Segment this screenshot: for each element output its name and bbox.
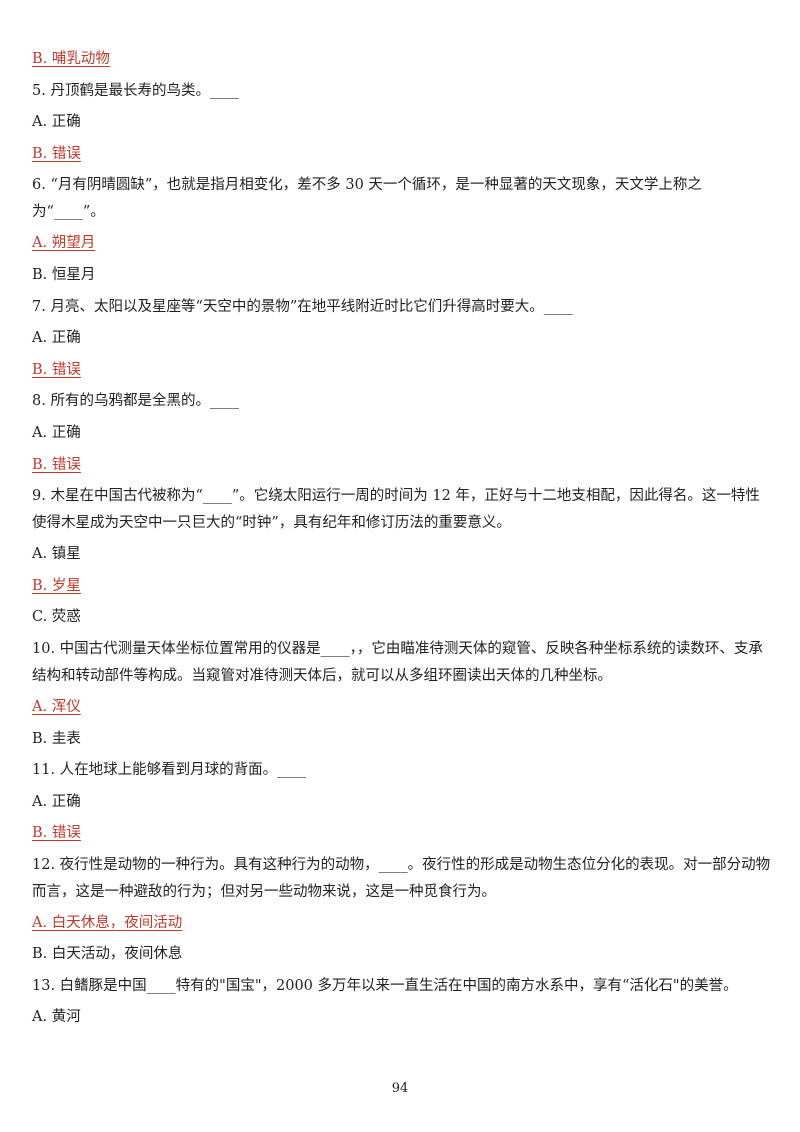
answer-option: A. 正确 (32, 424, 81, 441)
question-text: 13. 白鳍豚是中国____特有的"国宝"，2000 多万年以来一直生活在中国的… (32, 978, 738, 995)
question-text: 5. 丹顶鹤是最长寿的鸟类。____ (32, 82, 239, 99)
question-text: 7. 月亮、太阳以及星座等“天空中的景物”在地平线附近时比它们升得高时要大。__… (32, 298, 573, 315)
question-text: 9. 木星在中国古代被称为“____”。它绕太阳运行一周的时间为 12 年，正好… (32, 488, 760, 532)
question-text: 6. “月有阴晴圆缺”，也就是指月相变化，差不多 30 天一个循环，是一种显著的… (32, 177, 702, 221)
correct-answer-option: B. 错误 (32, 825, 81, 842)
answer-option: A. 正确 (32, 793, 81, 810)
answer-option: A. 正确 (32, 114, 81, 131)
correct-answer-option: A. 白天休息，夜间活动 (32, 914, 183, 931)
answer-option: B. 恒星月 (32, 266, 96, 283)
question-text: 12. 夜行性是动物的一种行为。具有这种行为的动物，____。夜行性的形成是动物… (32, 856, 771, 900)
answer-option: C. 荧惑 (32, 609, 81, 626)
correct-answer-option: A. 朔望月 (32, 235, 96, 252)
answer-option: A. 镇星 (32, 546, 81, 563)
correct-answer-option: B. 错误 (32, 456, 81, 473)
correct-answer-option: B. 岁星 (32, 577, 81, 594)
correct-answer-option: B. 错误 (32, 145, 81, 162)
correct-answer-option: A. 浑仪 (32, 698, 81, 715)
answer-option: B. 圭表 (32, 730, 81, 747)
correct-answer-option: B. 错误 (32, 361, 81, 378)
question-text: 11. 人在地球上能够看到月球的背面。____ (32, 762, 307, 779)
question-text: 10. 中国古代测量天体坐标位置常用的仪器是____，，它由瞄准待测天体的窥管、… (32, 640, 763, 684)
answer-option: A. 黄河 (32, 1009, 81, 1026)
question-list: B. 哺乳动物 5. 丹顶鹤是最长寿的鸟类。____ A. 正确 B. 错误 6. “月… (32, 44, 772, 1034)
question-text: 8. 所有的乌鸦都是全黑的。____ (32, 393, 239, 410)
answer-option: A. 正确 (32, 330, 81, 347)
correct-answer-option: B. 哺乳动物 (32, 51, 110, 67)
page-number: 94 (391, 1081, 409, 1096)
answer-option: B. 白天活动，夜间休息 (32, 946, 183, 963)
